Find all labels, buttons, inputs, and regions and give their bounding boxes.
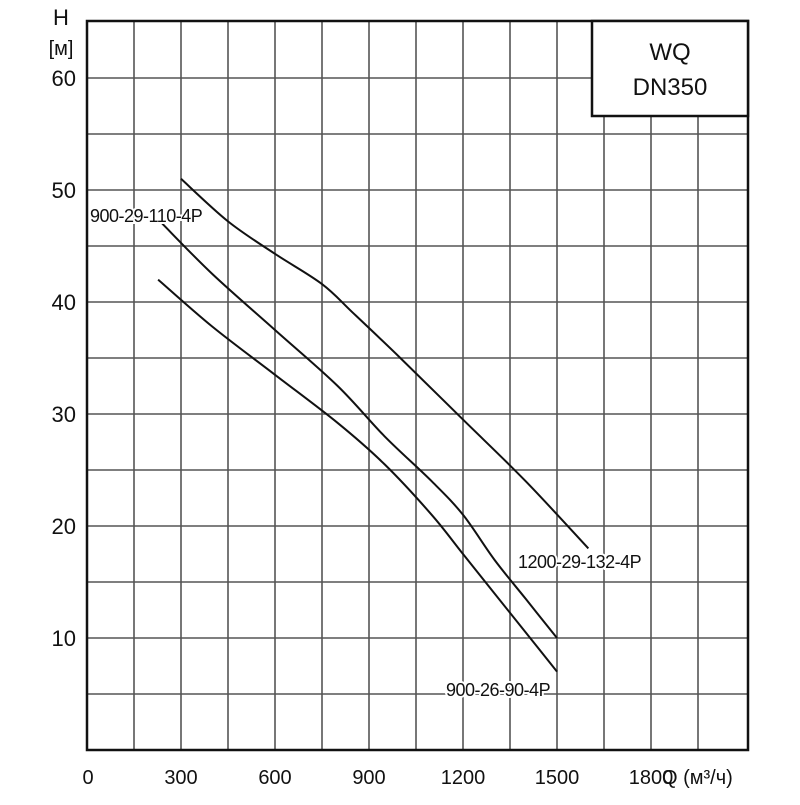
y-tick-label: 10 — [52, 626, 76, 651]
y-tick-label: 40 — [52, 290, 76, 315]
x-tick-label: 1200 — [441, 767, 486, 789]
series-label: 900-29-110-4P — [90, 206, 203, 226]
y-axis-unit: [м] — [49, 38, 74, 60]
legend-line1: WQ — [649, 39, 690, 66]
plot-frame — [85, 19, 750, 752]
curves — [157, 178, 590, 673]
legend-line2: DN350 — [633, 74, 708, 101]
grid — [87, 22, 748, 750]
x-tick-label: 0 — [82, 767, 93, 789]
series-line — [157, 278, 558, 673]
tick-labels: 0 300 600 900 1200 1500 1800 10 20 30 40 50 60 — [52, 66, 674, 789]
y-axis-label: H — [53, 5, 69, 30]
x-tick-label: 1800 — [629, 767, 674, 789]
x-tick-label: 300 — [164, 767, 197, 789]
x-tick-label: 600 — [258, 767, 291, 789]
y-tick-label: 60 — [52, 66, 76, 91]
series-labels: 1200-29-132-4P 900-29-110-4P 900-26-90-4P — [88, 204, 644, 702]
legend-frame — [590, 19, 750, 118]
x-tick-label: 1500 — [535, 767, 580, 789]
y-tick-label: 30 — [52, 402, 76, 427]
series-line — [180, 178, 590, 550]
series-label: 900-26-90-4P — [446, 680, 551, 700]
legend-box: WQ DN350 — [590, 19, 750, 118]
y-tick-label: 20 — [52, 514, 76, 539]
x-axis-label: Q (м³/ч) — [662, 767, 733, 789]
x-tick-label: 900 — [352, 767, 385, 789]
series-line — [161, 222, 558, 639]
y-tick-label: 50 — [52, 178, 76, 203]
series-label: 1200-29-132-4P — [518, 552, 642, 572]
